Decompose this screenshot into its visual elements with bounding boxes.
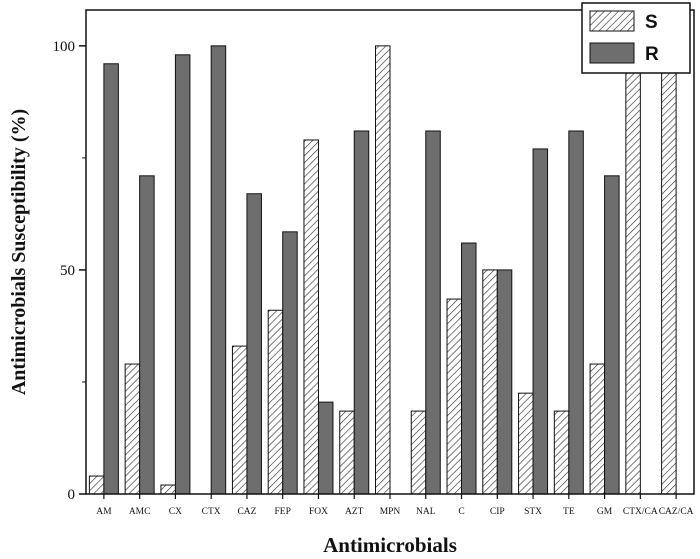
bar-s-fep xyxy=(267,309,284,495)
bar-s-gm xyxy=(589,363,606,495)
bar-r-fep xyxy=(282,231,298,495)
x-tick-label: CX xyxy=(169,507,182,517)
x-tick-label: CTX xyxy=(202,507,221,517)
bar-s-te xyxy=(553,410,570,495)
bar-s-azt xyxy=(339,410,355,495)
x-tick-label: CIP xyxy=(490,507,505,517)
y-ticks: 0 50 100 xyxy=(53,39,86,503)
x-tick-label: CTX/CA xyxy=(623,507,658,517)
x-tick-label: FEP xyxy=(275,507,291,517)
bar-s-cx xyxy=(160,484,176,495)
bar-r-cx xyxy=(174,54,191,495)
x-tick-label: GM xyxy=(597,507,613,517)
y-tick-label: 100 xyxy=(53,39,76,55)
bar-r-ctx xyxy=(210,45,227,495)
bar-r-gm xyxy=(604,175,620,495)
bar-s-fox xyxy=(303,139,319,495)
y-tick-label: 0 xyxy=(68,487,76,503)
bar-s-mpn xyxy=(375,45,391,495)
bar-s-amc xyxy=(124,363,141,495)
bar-r-nal xyxy=(425,130,441,495)
x-tick-label: STX xyxy=(524,507,542,517)
x-tick-label: CAZ/CA xyxy=(659,507,694,517)
y-tick-label: 50 xyxy=(60,263,75,279)
x-tick-label: CAZ xyxy=(237,507,256,517)
x-tick-label: AZT xyxy=(345,507,364,517)
legend-swatch-r xyxy=(589,42,635,64)
x-tick-label: AM xyxy=(96,507,112,517)
legend-label-r: R xyxy=(645,44,659,65)
x-tick-label: MPN xyxy=(380,507,401,517)
y-axis-title: Antimicrobials Susceptibility (%) xyxy=(8,109,30,395)
legend-swatch-s xyxy=(589,10,635,32)
legend: SR xyxy=(581,2,691,74)
bar-r-am xyxy=(103,63,119,495)
bar-s-nal xyxy=(410,410,427,495)
x-ticks: AM AMC CX CTX CAZ FEP FOX AZT MPN NAL C CIP STX TE GM C… xyxy=(96,494,694,517)
x-axis-title: Antimicrobials xyxy=(323,533,457,557)
bars-layer xyxy=(88,45,677,495)
bar-s-stx xyxy=(518,392,534,495)
bar-s-am xyxy=(88,475,105,495)
x-tick-label: FOX xyxy=(309,507,328,517)
bar-r-caz xyxy=(246,193,262,495)
x-tick-label: C xyxy=(458,507,464,517)
bar-r-azt xyxy=(353,130,370,495)
bar-r-cip xyxy=(496,269,513,495)
legend-label-s: S xyxy=(645,12,658,33)
bar-s-caz-ca xyxy=(661,45,677,495)
bar-r-stx xyxy=(532,148,549,495)
x-tick-label: TE xyxy=(563,507,575,517)
bar-s-caz xyxy=(231,345,248,495)
bar-r-fox xyxy=(317,401,334,495)
bar-s-ctx-ca xyxy=(625,45,641,495)
bar-r-c xyxy=(461,242,477,495)
x-tick-label: AMC xyxy=(129,507,151,517)
bar-s-cip xyxy=(482,269,498,495)
bar-r-te xyxy=(568,130,584,495)
bar-r-amc xyxy=(139,175,155,495)
x-tick-label: NAL xyxy=(416,507,436,517)
bar-s-c xyxy=(446,298,463,495)
